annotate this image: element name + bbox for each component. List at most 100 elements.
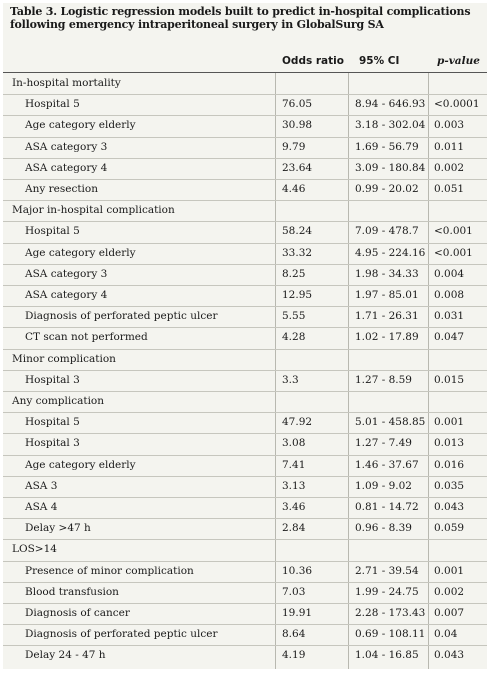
table-row: ASA category 3 8.25 1.98 - 34.33 0.004	[3, 264, 487, 285]
odds-ratio-cell: 8.64	[282, 628, 306, 641]
table-row: Delay 24 - 47 h 4.19 1.04 - 16.85 0.043	[3, 645, 487, 666]
row-divider	[3, 136, 487, 138]
row-divider	[3, 263, 487, 265]
ci-cell: 1.99 - 24.75	[355, 585, 419, 598]
ci-cell: 1.09 - 9.02	[355, 479, 412, 492]
variable-label: CT scan not performed	[25, 331, 148, 344]
group-label: In-hospital mortality	[12, 77, 121, 89]
p-value-cell: 0.004	[434, 267, 465, 280]
group-header-row: Minor complication	[3, 349, 487, 370]
table-row: Delay >47 h 2.84 0.96 - 8.39 0.059	[3, 518, 487, 539]
p-value-cell: 0.013	[434, 437, 465, 450]
group-label: Minor complication	[12, 352, 116, 365]
group-header-row: Major in-hospital complication	[3, 200, 487, 221]
odds-ratio-cell: 3.46	[282, 501, 306, 513]
variable-label: ASA 4	[25, 501, 58, 513]
row-divider	[3, 115, 487, 117]
group-label: Major in-hospital complication	[12, 204, 175, 217]
p-value-cell: 0.007	[434, 607, 465, 619]
row-divider	[3, 179, 487, 180]
ci-cell: 1.98 - 34.33	[355, 267, 419, 280]
ci-cell: 2.28 - 173.43	[355, 607, 426, 619]
header-p-value: p-value	[437, 55, 480, 67]
variable-label: Diagnosis of perforated peptic ulcer	[25, 628, 218, 641]
table-panel: Table 3. Logistic regression models buil…	[3, 3, 487, 669]
p-value-cell: 0.011	[434, 140, 465, 153]
p-value-cell: 0.047	[434, 331, 465, 344]
odds-ratio-cell: 9.79	[282, 140, 306, 153]
variable-label: Hospital 3	[25, 437, 80, 450]
group-label: Any complication	[12, 395, 105, 407]
row-divider	[3, 94, 487, 96]
table-row: ASA 3 3.13 1.09 - 9.02 0.035	[3, 476, 487, 497]
variable-label: Blood transfusion	[25, 585, 119, 598]
row-divider	[3, 475, 487, 477]
variable-label: ASA category 4	[25, 161, 108, 174]
variable-label: Hospital 3	[25, 373, 80, 386]
ci-cell: 0.99 - 20.02	[355, 183, 419, 195]
p-value-cell: 0.015	[434, 373, 465, 386]
column-divider	[428, 73, 429, 669]
table-row: Diagnosis of cancer 19.91 2.28 - 173.43 0.0…	[3, 603, 487, 624]
column-divider	[348, 73, 349, 669]
odds-ratio-cell: 2.84	[282, 522, 306, 535]
odds-ratio-cell: 7.41	[282, 458, 306, 471]
p-value-cell: <0.0001	[434, 98, 480, 111]
ci-cell: 1.69 - 56.79	[355, 140, 419, 153]
row-divider	[3, 497, 487, 498]
variable-label: Age category elderly	[25, 119, 136, 132]
odds-ratio-cell: 8.25	[282, 267, 306, 280]
odds-ratio-cell: 30.98	[282, 119, 313, 132]
table-row: ASA category 4 23.64 3.09 - 180.84 0.002	[3, 158, 487, 179]
p-value-cell: 0.043	[434, 501, 465, 513]
p-value-cell: 0.003	[434, 119, 465, 132]
variable-label: Any resection	[25, 183, 98, 195]
row-divider	[3, 454, 487, 456]
row-divider	[3, 624, 487, 626]
odds-ratio-cell: 76.05	[282, 98, 313, 111]
row-divider	[3, 200, 487, 202]
p-value-cell: <0.001	[434, 225, 473, 238]
p-value-cell: 0.031	[434, 310, 465, 323]
row-divider	[3, 603, 487, 604]
group-header-row: In-hospital mortality	[3, 73, 487, 94]
variable-label: Hospital 5	[25, 98, 80, 111]
odds-ratio-cell: 10.36	[282, 564, 313, 577]
p-value-cell: 0.035	[434, 479, 465, 492]
variable-label: Presence of minor complication	[25, 564, 194, 577]
variable-label: Delay >47 h	[25, 522, 91, 535]
row-divider	[3, 306, 487, 308]
row-divider	[3, 645, 487, 647]
table-row: ASA 4 3.46 0.81 - 14.72 0.043	[3, 497, 487, 518]
row-divider	[3, 242, 487, 244]
row-divider	[3, 412, 487, 414]
odds-ratio-cell: 5.55	[282, 310, 306, 323]
ci-cell: 1.27 - 7.49	[355, 437, 412, 450]
variable-label: Hospital 5	[25, 225, 80, 238]
ci-cell: 0.96 - 8.39	[355, 522, 412, 535]
row-divider	[3, 560, 487, 562]
row-divider	[3, 433, 487, 435]
ci-cell: 1.97 - 85.01	[355, 289, 419, 301]
variable-label: ASA category 3	[25, 140, 108, 153]
odds-ratio-cell: 58.24	[282, 225, 313, 238]
variable-label: ASA 3	[25, 479, 58, 492]
group-label: LOS>14	[12, 543, 57, 556]
p-value-cell: 0.001	[434, 564, 465, 577]
table-row: Age category elderly 7.41 1.46 - 37.67 0.01…	[3, 455, 487, 476]
ci-cell: 1.27 - 8.59	[355, 373, 412, 386]
row-divider	[3, 391, 487, 392]
row-divider	[3, 348, 487, 350]
ci-cell: 1.02 - 17.89	[355, 331, 419, 344]
table-row: Any resection 4.46 0.99 - 20.02 0.051	[3, 179, 487, 200]
odds-ratio-cell: 4.46	[282, 183, 306, 195]
p-value-cell: 0.051	[434, 183, 465, 195]
group-header-row: Any complication	[3, 391, 487, 412]
odds-ratio-cell: 33.32	[282, 246, 313, 259]
table-row: Hospital 3 3.08 1.27 - 7.49 0.013	[3, 433, 487, 454]
table-row: CT scan not performed 4.28 1.02 - 17.89 0.0…	[3, 327, 487, 348]
p-value-cell: 0.016	[434, 458, 465, 471]
odds-ratio-cell: 3.3	[282, 373, 299, 386]
row-divider	[3, 369, 487, 371]
row-divider	[3, 285, 487, 286]
